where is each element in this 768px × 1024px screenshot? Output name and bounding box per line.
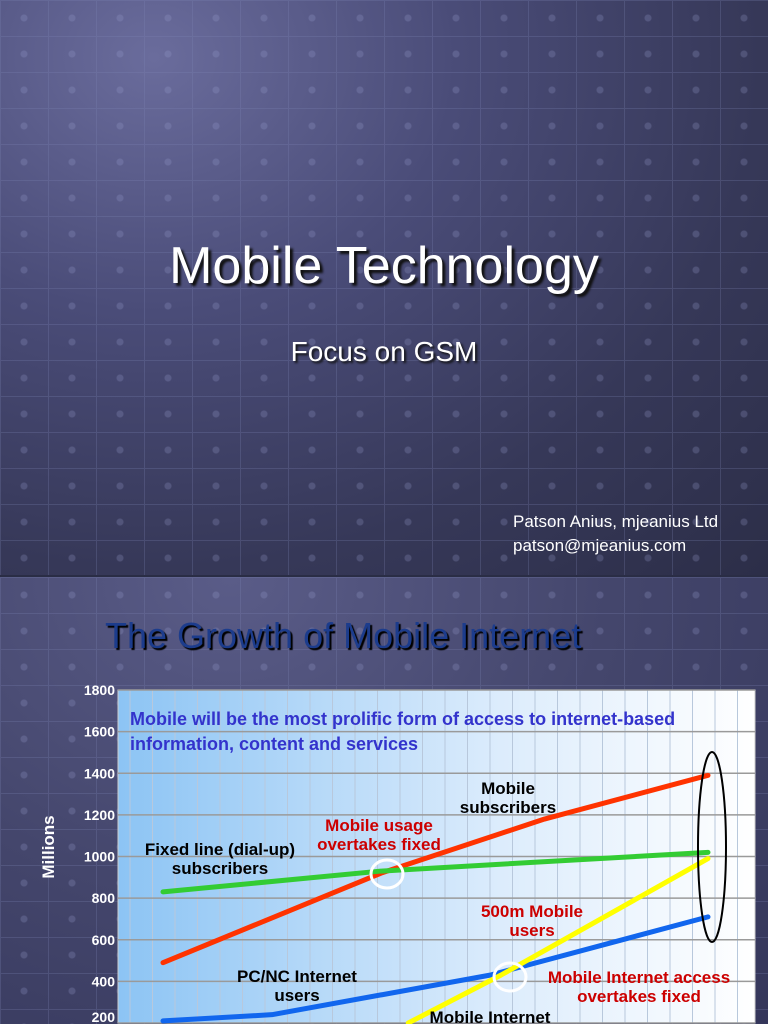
email: patson@mjeanius.com [513,536,687,555]
slide-subtitle: Focus on GSM [290,336,478,367]
y-tick-label: 1600 [84,724,115,740]
background-grid [0,0,768,575]
slide-title: Mobile Technology [169,237,599,295]
label-fixed-line: Fixed line (dial-up) [145,840,295,859]
label-usage-overtakes: Mobile usage [325,816,433,835]
label-mobile-internet: Mobile Internet [430,1008,551,1024]
y-tick-label: 1400 [84,765,115,781]
title-slide: Mobile Technology Focus on GSM Patson An… [0,0,768,575]
highlight-ellipse [697,751,727,943]
slide-title: The Growth of Mobile Internet [105,615,582,656]
label-usage-overtakes: overtakes fixed [317,835,441,854]
label-mobile-subscribers: Mobile [481,779,535,798]
crossover-marker [492,961,528,993]
series-line [405,856,711,1024]
chart-headline: information, content and services [130,734,418,754]
y-tick-label: 1000 [84,849,115,865]
label-500m: 500m Mobile [481,902,583,921]
label-access-overtakes: Mobile Internet access [548,968,730,987]
y-tick-label: 1800 [84,682,115,698]
y-tick-label: 800 [92,890,116,906]
chart-headline: Mobile will be the most prolific form of… [130,709,675,729]
series-line [160,914,711,1024]
y-tick-label: 400 [92,973,116,989]
label-mobile-subscribers: subscribers [460,798,556,817]
label-pc-internet: PC/NC Internet [237,967,357,986]
crossover-marker [369,858,405,890]
y-tick-label: 200 [92,1009,116,1024]
y-tick-label: 600 [92,932,116,948]
chart-slide: The Growth of Mobile Internet 1800 1600 14… [0,577,768,1024]
series-line [160,849,711,895]
label-access-overtakes: overtakes fixed [577,987,701,1006]
label-500m: users [509,921,554,940]
label-pc-internet: users [274,986,319,1005]
growth-chart: 1800 1600 1400 1200 1000 800 600 400 200 Millions… [39,682,756,1024]
y-tick-label: 1200 [84,807,115,823]
series-line [160,772,711,966]
label-fixed-line: subscribers [172,859,268,878]
y-axis-label: Millions [39,815,58,878]
author: Patson Anius, mjeanius Ltd [513,512,719,531]
